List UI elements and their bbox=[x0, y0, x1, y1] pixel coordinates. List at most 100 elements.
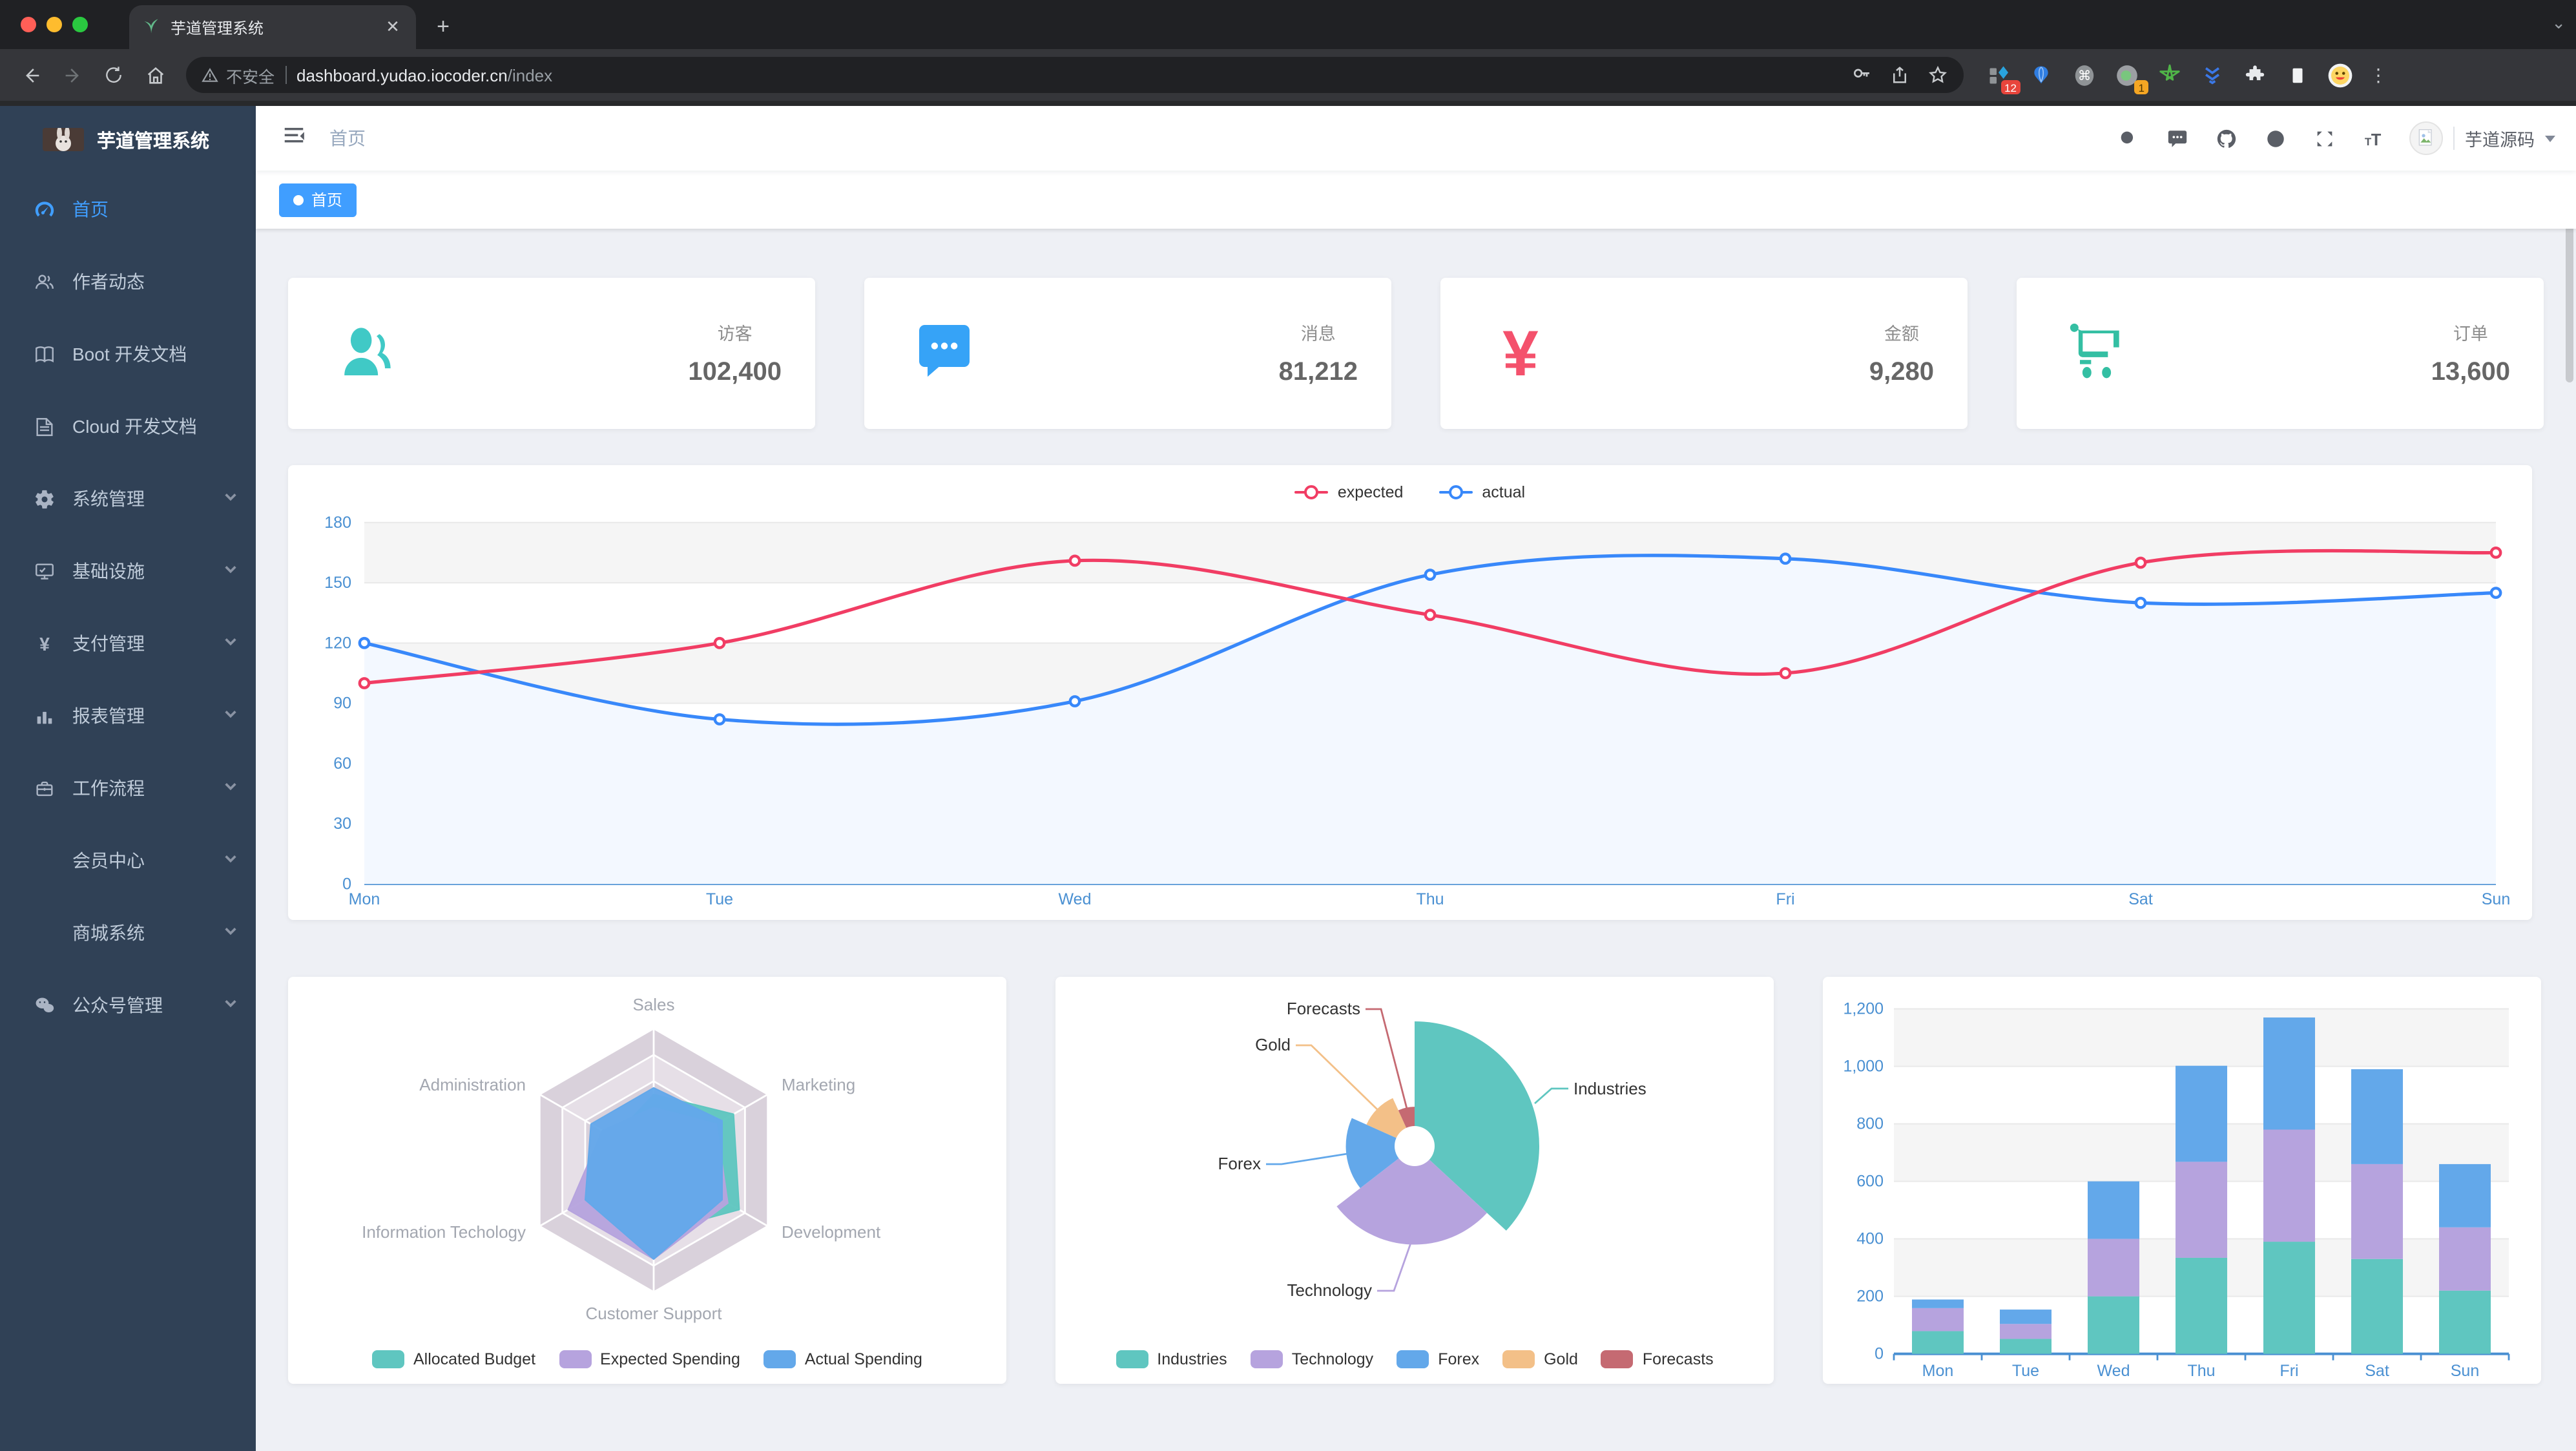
reload-button[interactable] bbox=[96, 57, 132, 93]
extension-grid-diamond-icon[interactable]: 12 bbox=[1982, 58, 2020, 94]
sidebar-item-cloud-docs[interactable]: Cloud 开发文档 bbox=[0, 390, 256, 463]
extension-balloon-icon[interactable] bbox=[2024, 58, 2058, 92]
forward-button[interactable] bbox=[54, 57, 90, 93]
legend-item[interactable]: Expected Spending bbox=[559, 1350, 740, 1368]
legend-item[interactable]: Gold bbox=[1502, 1350, 1578, 1368]
stat-value: 102,400 bbox=[688, 358, 782, 386]
browser-menu-icon[interactable]: ⋮ bbox=[2369, 64, 2387, 85]
legend-item[interactable]: Allocated Budget bbox=[372, 1350, 535, 1368]
extension-chevrons-icon[interactable] bbox=[2195, 58, 2228, 92]
message-icon bbox=[911, 317, 978, 390]
legend-item-actual[interactable]: actual bbox=[1439, 483, 1525, 501]
legend-chip bbox=[1601, 1350, 1634, 1368]
tag-home[interactable]: 首页 bbox=[279, 183, 357, 216]
sidebar: 芋道管理系统 首页 作者动态 bbox=[0, 106, 256, 1451]
sidebar-toggle-icon[interactable] bbox=[282, 123, 306, 154]
extension-panel-icon[interactable] bbox=[2280, 58, 2314, 92]
extension-command-icon[interactable]: ⌘ bbox=[2067, 58, 2101, 92]
help-icon[interactable] bbox=[2262, 125, 2288, 151]
extensions-puzzle-icon[interactable] bbox=[2238, 58, 2271, 92]
stat-card-visitors[interactable]: 访客 102,400 bbox=[288, 278, 815, 429]
svg-text:0: 0 bbox=[342, 875, 351, 893]
sidebar-item-infra[interactable]: 基础设施 bbox=[0, 535, 256, 607]
legend-item[interactable]: Actual Spending bbox=[763, 1350, 922, 1368]
sidebar-logo-row[interactable]: 芋道管理系统 bbox=[0, 106, 256, 173]
bookmark-star-icon[interactable] bbox=[1927, 65, 1948, 85]
legend-item[interactable]: Technology bbox=[1250, 1350, 1373, 1368]
sidebar-item-workflow[interactable]: 工作流程 bbox=[0, 752, 256, 824]
sidebar-item-report[interactable]: 报表管理 bbox=[0, 680, 256, 752]
svg-text:Fri: Fri bbox=[2280, 1362, 2298, 1380]
window-controls[interactable] bbox=[21, 17, 88, 32]
svg-text:Thu: Thu bbox=[2187, 1362, 2215, 1380]
sidebar-item-author[interactable]: 作者动态 bbox=[0, 245, 256, 318]
svg-text:600: 600 bbox=[1856, 1173, 1884, 1191]
legend-item[interactable]: Forex bbox=[1397, 1350, 1479, 1368]
fullscreen-icon[interactable] bbox=[2311, 125, 2337, 151]
search-icon[interactable] bbox=[2115, 125, 2141, 151]
minimize-window-button[interactable] bbox=[47, 17, 62, 32]
line-chart[interactable]: 0 30 60 90 120 150 180 Mon Tue Wed Thu Fri Sat Sun bbox=[288, 465, 2532, 920]
svg-text:30: 30 bbox=[333, 815, 351, 833]
svg-text:200: 200 bbox=[1856, 1288, 1884, 1306]
github-icon[interactable] bbox=[2213, 125, 2239, 151]
svg-text:Tue: Tue bbox=[2012, 1362, 2039, 1380]
profile-avatar[interactable] bbox=[2323, 58, 2356, 92]
close-window-button[interactable] bbox=[21, 17, 36, 32]
browser-toolbar: 不安全 dashboard.yudao.iocoder.cn/index 12 … bbox=[0, 49, 2576, 101]
security-indicator[interactable]: 不安全 bbox=[202, 63, 275, 87]
stat-label: 访客 bbox=[717, 324, 753, 344]
new-tab-button[interactable]: + bbox=[437, 14, 450, 39]
sidebar-item-member[interactable]: 会员中心 bbox=[0, 824, 256, 897]
legend-item[interactable]: Industries bbox=[1116, 1350, 1227, 1368]
svg-text:150: 150 bbox=[324, 574, 351, 592]
home-button[interactable] bbox=[137, 57, 173, 93]
svg-text:¥: ¥ bbox=[1502, 318, 1538, 384]
browser-tab-active[interactable]: 芋道管理系统 ✕ bbox=[129, 5, 416, 49]
sidebar-item-home[interactable]: 首页 bbox=[0, 173, 256, 245]
zoom-window-button[interactable] bbox=[72, 17, 88, 32]
sidebar-item-boot-docs[interactable]: Boot 开发文档 bbox=[0, 318, 256, 390]
svg-text:Wed: Wed bbox=[1059, 890, 1092, 908]
stat-value: 81,212 bbox=[1278, 358, 1358, 386]
dashboard-content: 访客 102,400 消息 81,212 bbox=[256, 229, 2576, 1451]
stat-card-amount[interactable]: ¥ 金额 9,280 bbox=[1440, 278, 1968, 429]
password-key-icon[interactable] bbox=[1851, 65, 1872, 85]
bar-chart[interactable]: 0 200 400 600 800 1,000 1,200 Mon Tue Wed Thu Fri Sa… bbox=[1823, 977, 2541, 1384]
share-icon[interactable] bbox=[1890, 65, 1909, 85]
legend-item[interactable]: Forecasts bbox=[1601, 1350, 1714, 1368]
address-bar[interactable]: 不安全 dashboard.yudao.iocoder.cn/index bbox=[186, 57, 1964, 93]
legend-line-symbol bbox=[1294, 490, 1329, 494]
sidebar-item-mall[interactable]: 商城系统 bbox=[0, 897, 256, 969]
back-button[interactable] bbox=[13, 57, 49, 93]
sidebar-item-system[interactable]: 系统管理 bbox=[0, 463, 256, 535]
legend-item-expected[interactable]: expected bbox=[1294, 483, 1403, 501]
svg-text:Sun: Sun bbox=[2482, 890, 2510, 908]
svg-text:Technology: Technology bbox=[1287, 1280, 1372, 1300]
extension-star-icon[interactable] bbox=[2152, 58, 2186, 92]
divider bbox=[285, 66, 287, 84]
pie-chart[interactable]: Industries Technology Forex Gold Forecasts bbox=[1055, 977, 1774, 1384]
svg-text:¥: ¥ bbox=[39, 634, 49, 654]
bottom-charts-row: Sales Administration Information Techology… bbox=[288, 977, 2544, 1384]
radar-chart[interactable]: Sales Administration Information Techology… bbox=[288, 977, 1006, 1384]
money-icon: ¥ bbox=[1487, 317, 1554, 390]
sidebar-item-wechat-mp[interactable]: 公众号管理 bbox=[0, 969, 256, 1041]
message-icon[interactable] bbox=[2164, 125, 2190, 151]
stat-card-messages[interactable]: 消息 81,212 bbox=[864, 278, 1391, 429]
svg-text:120: 120 bbox=[324, 634, 351, 652]
chevron-down-icon[interactable]: ⌄ bbox=[2551, 13, 2566, 32]
sidebar-menu: 首页 作者动态 Boot 开发文档 bbox=[0, 173, 256, 1451]
legend-chip bbox=[763, 1350, 796, 1368]
user-menu[interactable]: 芋道源码 bbox=[2409, 121, 2555, 155]
extension-proxy-icon[interactable]: 1 bbox=[2110, 58, 2148, 94]
chevron-down-icon bbox=[223, 559, 238, 583]
breadcrumb[interactable]: 首页 bbox=[329, 128, 366, 149]
legend-chip bbox=[372, 1350, 404, 1368]
sidebar-item-payment[interactable]: ¥ 支付管理 bbox=[0, 607, 256, 680]
stat-card-orders[interactable]: 订单 13,600 bbox=[2017, 278, 2544, 429]
extensions-row: 12 ⌘ 1 bbox=[1982, 58, 2391, 94]
suitcase-icon bbox=[32, 777, 56, 800]
close-tab-icon[interactable]: ✕ bbox=[386, 17, 400, 36]
